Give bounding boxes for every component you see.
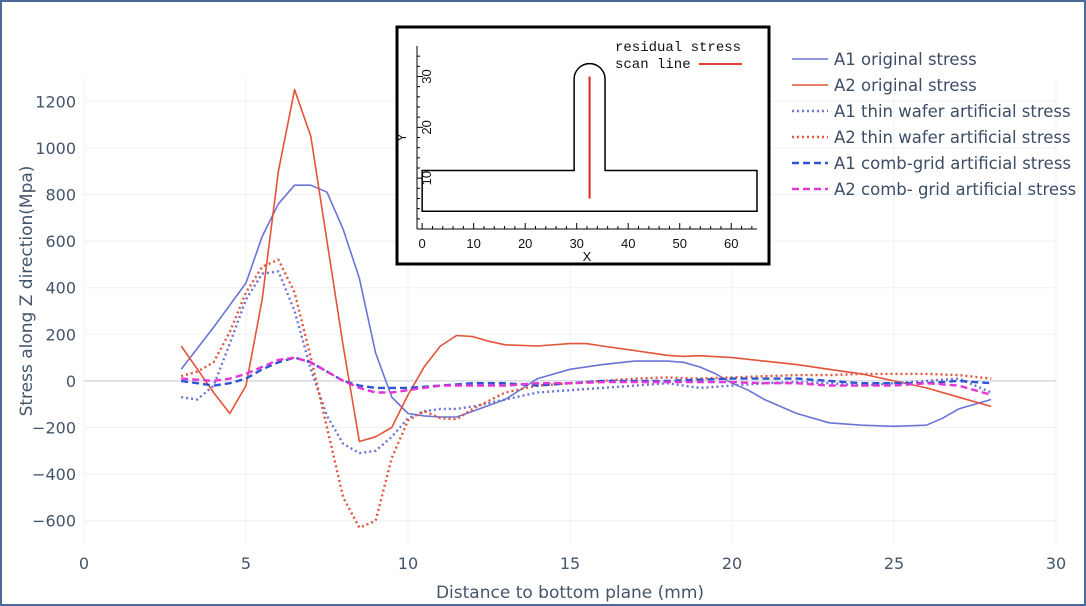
inset-x-tick-label: 10 xyxy=(466,236,480,251)
series-line-4 xyxy=(180,258,992,529)
inset-y-tick-label: 20 xyxy=(419,120,434,134)
y-tick-label: 1200 xyxy=(35,92,76,111)
inset-x-tick-label: 30 xyxy=(569,236,583,251)
inset-y-tick-label: 10 xyxy=(419,171,434,185)
y-axis-title: Stress along Z direction(Mpa) xyxy=(17,166,37,417)
y-tick-label: 0 xyxy=(66,372,76,391)
series-lines xyxy=(180,88,992,529)
legend-label-4: A2 thin wafer artificial stress xyxy=(834,128,1071,147)
x-tick-label: 25 xyxy=(884,554,904,573)
series-line-2 xyxy=(180,88,992,443)
legend: A1 original stress A2 original stress A1 t… xyxy=(792,50,1076,199)
legend-label-1: A1 original stress xyxy=(834,50,977,69)
x-tick-label: 20 xyxy=(722,554,742,573)
legend-label-5: A1 comb-grid artificial stress xyxy=(834,154,1071,173)
x-tick-label: 0 xyxy=(79,554,89,573)
inset-outline xyxy=(421,62,758,212)
x-tick-label: 10 xyxy=(398,554,418,573)
inset-y-tick-label: 30 xyxy=(419,69,434,83)
series-line-6 xyxy=(181,356,992,397)
inset-x-axis-title: X xyxy=(583,249,592,264)
series-line-1 xyxy=(180,184,992,428)
legend-label-2: A2 original stress xyxy=(834,76,977,95)
y-tick-label: −200 xyxy=(32,419,76,438)
x-axis-title: Distance to bottom plane (mm) xyxy=(436,583,704,603)
series-line-5 xyxy=(181,356,992,390)
x-tick-label: 15 xyxy=(560,554,580,573)
legend-label-3: A1 thin wafer artificial stress xyxy=(834,102,1071,121)
y-tick-label: 1000 xyxy=(35,139,76,158)
y-tick-label: 400 xyxy=(45,279,76,298)
y-tick-label: −600 xyxy=(32,512,76,531)
inset-y-axis-title: Y xyxy=(394,133,409,142)
y-tick-label: 600 xyxy=(45,232,76,251)
inset-x-tick-label: 40 xyxy=(621,236,635,251)
y-tick-label: −400 xyxy=(32,465,76,484)
inset-x-tick-label: 20 xyxy=(518,236,532,251)
inset-x-tick-label: 60 xyxy=(724,236,738,251)
inset-x-tick-label: 50 xyxy=(672,236,686,251)
legend-label-6: A2 comb- grid artificial stress xyxy=(834,180,1076,199)
x-tick-label: 30 xyxy=(1046,554,1066,573)
tick-labels: 0 5 10 15 20 25 30−600−400−2000200400600800100… xyxy=(32,92,1066,573)
series-line-3 xyxy=(181,270,992,455)
inset-legend-label-line2: scan line xyxy=(615,57,691,73)
x-tick-label: 5 xyxy=(241,554,251,573)
inset-border xyxy=(395,25,771,266)
inset-legend-label-line1: residual stress xyxy=(615,40,741,56)
inset-x-tick-label: 0 xyxy=(419,236,426,251)
y-tick-label: 200 xyxy=(45,325,76,344)
y-tick-label: 800 xyxy=(45,186,76,205)
